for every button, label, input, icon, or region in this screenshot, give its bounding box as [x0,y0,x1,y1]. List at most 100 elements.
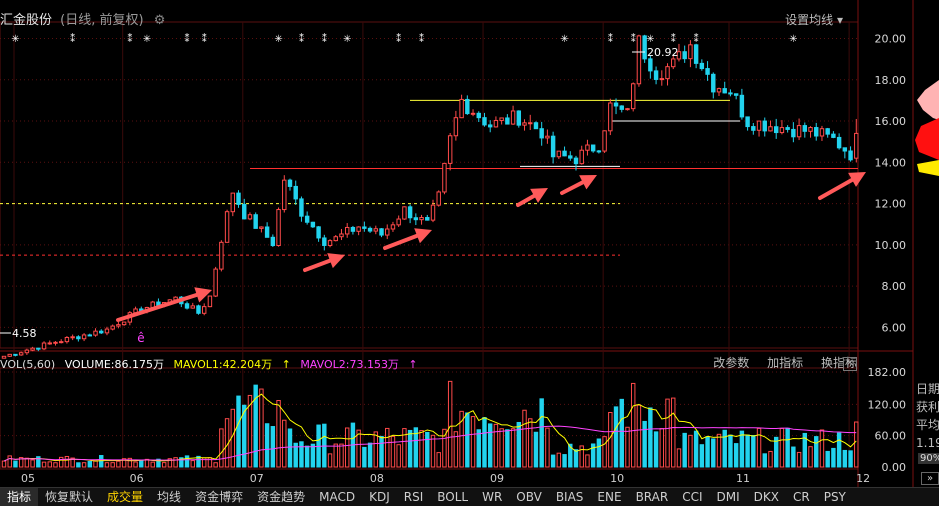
candle-body [487,124,493,128]
volume-bar [81,462,87,468]
candle-body [276,209,281,247]
candle-body [293,185,298,200]
candle-body [808,127,813,132]
candle-body [316,226,321,239]
tab-psy[interactable]: PSY [823,490,846,504]
signal-marker: ⁑ [202,32,207,45]
tab-均线[interactable]: 均线 [157,490,182,504]
candle-body [682,51,687,60]
candle-body [493,119,499,128]
volume-bar [619,398,624,468]
candle-body [630,83,636,110]
candle-body [516,110,522,126]
tab-恢复默认[interactable]: 恢复默认 [45,490,94,504]
switch-indicator-button[interactable]: 换指标 [820,356,857,370]
volume-header: VOL(5,60) VOLUME:86.175万 MAVOL1:42.204万 … [0,356,424,372]
candle-body [322,237,327,246]
tab-ene[interactable]: ENE [597,490,622,504]
volume-bar [590,443,596,468]
tab-cr[interactable]: CR [792,490,810,504]
stock-name[interactable]: 汇金股份 [0,13,53,28]
volume-bar [482,417,487,468]
candle-body [362,226,367,229]
chip-percent-badge[interactable]: 90% [918,453,939,464]
annotation-arrow-shaft [383,233,420,250]
candle-body [367,227,373,232]
expand-arrow-icon[interactable]: » [921,472,939,485]
add-indicator-button[interactable]: 加指标 [767,356,804,370]
candle-body [247,214,253,220]
tab-dkx[interactable]: DKX [753,490,779,504]
tab-成交量[interactable]: 成交量 [107,490,144,504]
signal-marker: ✳ [560,34,568,45]
volume-bar [585,454,590,468]
ma-settings-button[interactable]: 设置均线 ▾ [785,13,843,27]
price-tick-label: 6.00 [882,321,907,334]
chip-profile-pink [917,80,939,120]
candle-body [482,117,487,126]
signal-marker: ⁑ [631,32,636,45]
tab-指标[interactable]: 指标 [0,488,39,506]
volume-bar [854,421,859,468]
annotation-arrow-shaft [516,193,537,207]
candle-body [7,353,12,357]
volume-bar [848,450,853,468]
volume-bar [396,444,401,468]
annotation-arrow-shaft [303,258,333,272]
tab-资金趋势[interactable]: 资金趋势 [257,490,306,504]
chip-info-value: 1.19 [916,436,939,450]
tab-cci[interactable]: CCI [682,490,703,504]
signal-marker: ✳ [343,34,351,45]
candle-body [836,136,842,149]
volume-bar [779,427,785,468]
volume-bar [385,427,390,468]
tab-rsi[interactable]: RSI [403,490,424,504]
close-icon[interactable]: ✕ [843,357,857,371]
tab-obv[interactable]: OBV [516,490,542,504]
candle-body [339,233,344,238]
candle-body [745,116,750,128]
volume-bar [70,457,75,468]
volume-bar [36,456,41,468]
annotation-arrow-head [327,253,345,269]
tab-bias[interactable]: BIAS [555,490,584,504]
low-price-label: 4.58 [12,327,37,340]
volume-bar [505,429,510,468]
chip-info-avg: 平均 [916,418,939,432]
candle-body [207,295,213,308]
candle-body [499,117,504,121]
volume-bar [625,426,630,468]
edit-params-button[interactable]: 改参数 [713,356,750,370]
volume-bar [442,428,447,468]
chip-info-date: 日期 [916,382,939,396]
month-label: 07 [250,472,264,485]
tab-wr[interactable]: WR [482,490,503,504]
tab-macd[interactable]: MACD [319,490,356,504]
candle-body [550,135,556,158]
tab-boll[interactable]: BOLL [437,490,469,504]
gear-icon[interactable]: ⚙ [153,13,166,28]
candle-body [459,98,464,119]
volume-bar [836,432,842,468]
tab-brar[interactable]: BRAR [635,490,669,504]
volume-bar [516,421,522,468]
candle-body [465,98,470,115]
price-tick-label: 18.00 [875,74,907,87]
volume-bar [213,462,218,468]
candle-body [613,102,619,107]
candle-body [99,330,104,334]
tab-dmi[interactable]: DMI [716,490,740,504]
candle-body [1,355,7,359]
candle-body [625,108,630,111]
signal-marker: ✳ [646,34,654,45]
price-tick-label: 16.00 [875,115,907,128]
volume-indicator-name[interactable]: VOL(5,60) [0,358,56,371]
candle-body [768,126,773,132]
volume-bar [739,430,745,468]
signal-marker: ⁑ [671,32,676,45]
volume-bar [264,423,270,468]
tab-kdj[interactable]: KDJ [369,490,390,504]
annotation-arrow-shaft [560,180,585,195]
tab-资金博弈[interactable]: 资金博弈 [195,490,244,504]
